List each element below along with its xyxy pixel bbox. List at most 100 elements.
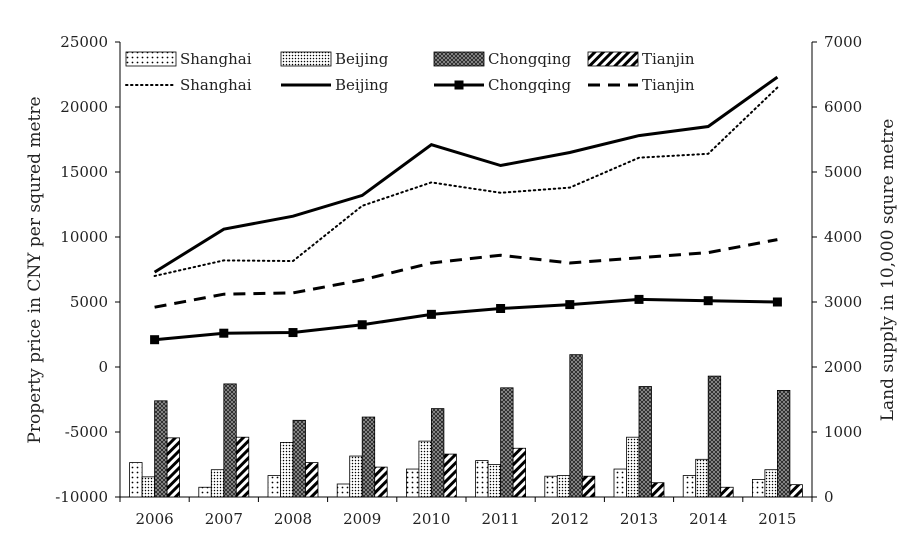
bar-shanghai: [405, 468, 420, 498]
bar-chongqing: [638, 386, 652, 498]
legend-label-line-shanghai: Shanghai: [180, 76, 252, 94]
bar-beijing: [210, 469, 225, 498]
bar-tianjin: [443, 453, 457, 498]
bar-chongqing: [292, 419, 306, 498]
legend: Shanghai Beijing Chongqing Tianjin Shanghai B…: [125, 50, 695, 94]
legend-swatch-bar-beijing: [280, 51, 332, 67]
axes: 2500020000150001000050000-5000-100007000…: [55, 33, 862, 528]
left-axis-title: Property price in CNY per squred metre: [25, 96, 45, 443]
marker-chongqing: [565, 300, 575, 310]
bar-beijing: [487, 464, 502, 498]
bar-chongqing: [707, 375, 722, 498]
bar-beijing: [695, 458, 709, 498]
bar-tianjin: [166, 437, 181, 498]
line-beijing: [153, 75, 779, 274]
right-tick-label: 3000: [824, 293, 862, 311]
bar-chongqing: [777, 389, 791, 498]
x-tick-label: 2011: [482, 510, 520, 528]
right-tick-label: 2000: [824, 358, 862, 376]
left-tick-label: 15000: [60, 163, 108, 181]
bar-shanghai: [336, 483, 351, 498]
right-tick-label: 6000: [824, 98, 862, 116]
left-tick-label: 10000: [60, 228, 108, 246]
legend-marker-chongqing: [454, 80, 464, 90]
marker-chongqing: [357, 320, 367, 330]
bar-tianjin: [374, 466, 388, 498]
x-tick-label: 2009: [343, 510, 381, 528]
line-tianjin: [154, 238, 778, 309]
bar-tianjin: [720, 486, 734, 498]
bar-tianjin: [235, 436, 250, 498]
x-tick-label: 2010: [412, 510, 450, 528]
bar-beijing: [418, 440, 432, 498]
bar-chongqing: [430, 408, 445, 498]
bar-chongqing: [223, 383, 237, 498]
legend-label-bar-beijing: Beijing: [335, 50, 389, 68]
x-tick-label: 2012: [551, 510, 589, 528]
right-tick-label: 5000: [824, 163, 862, 181]
right-tick-label: 7000: [824, 33, 862, 51]
right-tick-label: 0: [824, 488, 834, 506]
bar-shanghai: [475, 460, 489, 498]
bar-chongqing: [154, 400, 168, 498]
bar-tianjin: [581, 475, 596, 498]
bar-tianjin: [651, 482, 665, 498]
marker-chongqing: [634, 294, 644, 304]
line-chongqing: [154, 297, 778, 342]
left-tick-label: 5000: [70, 293, 108, 311]
marker-chongqing: [426, 309, 436, 319]
bar-shanghai: [682, 475, 697, 498]
bar-chongqing: [361, 416, 376, 498]
left-tick-label: -10000: [55, 488, 108, 506]
bar-beijing: [349, 455, 363, 498]
line-shanghai: [153, 86, 779, 277]
bar-layer: [129, 354, 803, 498]
bar-tianjin: [512, 447, 526, 498]
legend-label-bar-tianjin: Tianjin: [642, 50, 695, 68]
legend-label-line-beijing: Beijing: [335, 76, 389, 94]
x-tick-label: 2007: [205, 510, 243, 528]
bar-shanghai: [198, 486, 212, 498]
x-tick-label: 2013: [620, 510, 658, 528]
bar-tianjin: [789, 484, 803, 498]
right-tick-label: 1000: [824, 423, 862, 441]
bar-chongqing: [569, 354, 583, 498]
marker-chongqing: [496, 304, 506, 313]
legend-swatch-bar-shanghai: [125, 51, 177, 67]
bar-tianjin: [305, 462, 319, 498]
marker-chongqing: [150, 335, 160, 345]
bar-beijing: [764, 469, 778, 498]
left-tick-label: -5000: [65, 423, 108, 441]
bar-shanghai: [267, 475, 281, 498]
legend-swatch-bar-tianjin: [587, 51, 639, 67]
x-tick-label: 2006: [136, 510, 174, 528]
x-tick-label: 2014: [689, 510, 727, 528]
left-tick-label: 0: [98, 358, 108, 376]
marker-chongqing: [288, 328, 298, 338]
x-tick-label: 2008: [274, 510, 312, 528]
bar-shanghai: [129, 462, 143, 498]
marker-chongqing: [772, 297, 782, 307]
bar-shanghai: [544, 475, 558, 498]
x-tick-label: 2015: [758, 510, 796, 528]
marker-chongqing: [219, 328, 229, 338]
left-tick-label: 25000: [60, 33, 108, 51]
marker-chongqing: [703, 296, 713, 306]
legend-label-line-tianjin: Tianjin: [642, 76, 695, 94]
legend-swatch-bar-chongqing: [433, 51, 485, 67]
legend-label-bar-chongqing: Chongqing: [488, 50, 571, 68]
bar-shanghai: [752, 479, 766, 498]
bar-beijing: [280, 441, 294, 498]
left-tick-label: 20000: [60, 98, 108, 116]
bar-shanghai: [613, 468, 627, 498]
legend-label-bar-shanghai: Shanghai: [180, 50, 252, 68]
bar-chongqing: [500, 387, 514, 498]
bar-beijing: [141, 476, 156, 498]
right-tick-label: 4000: [824, 228, 862, 246]
right-axis-title: Land supply in 10,000 squre metre: [878, 119, 898, 422]
line-layer: [150, 75, 782, 345]
bar-beijing: [626, 436, 640, 498]
legend-label-line-chongqing: Chongqing: [488, 76, 571, 94]
bar-beijing: [556, 475, 571, 498]
